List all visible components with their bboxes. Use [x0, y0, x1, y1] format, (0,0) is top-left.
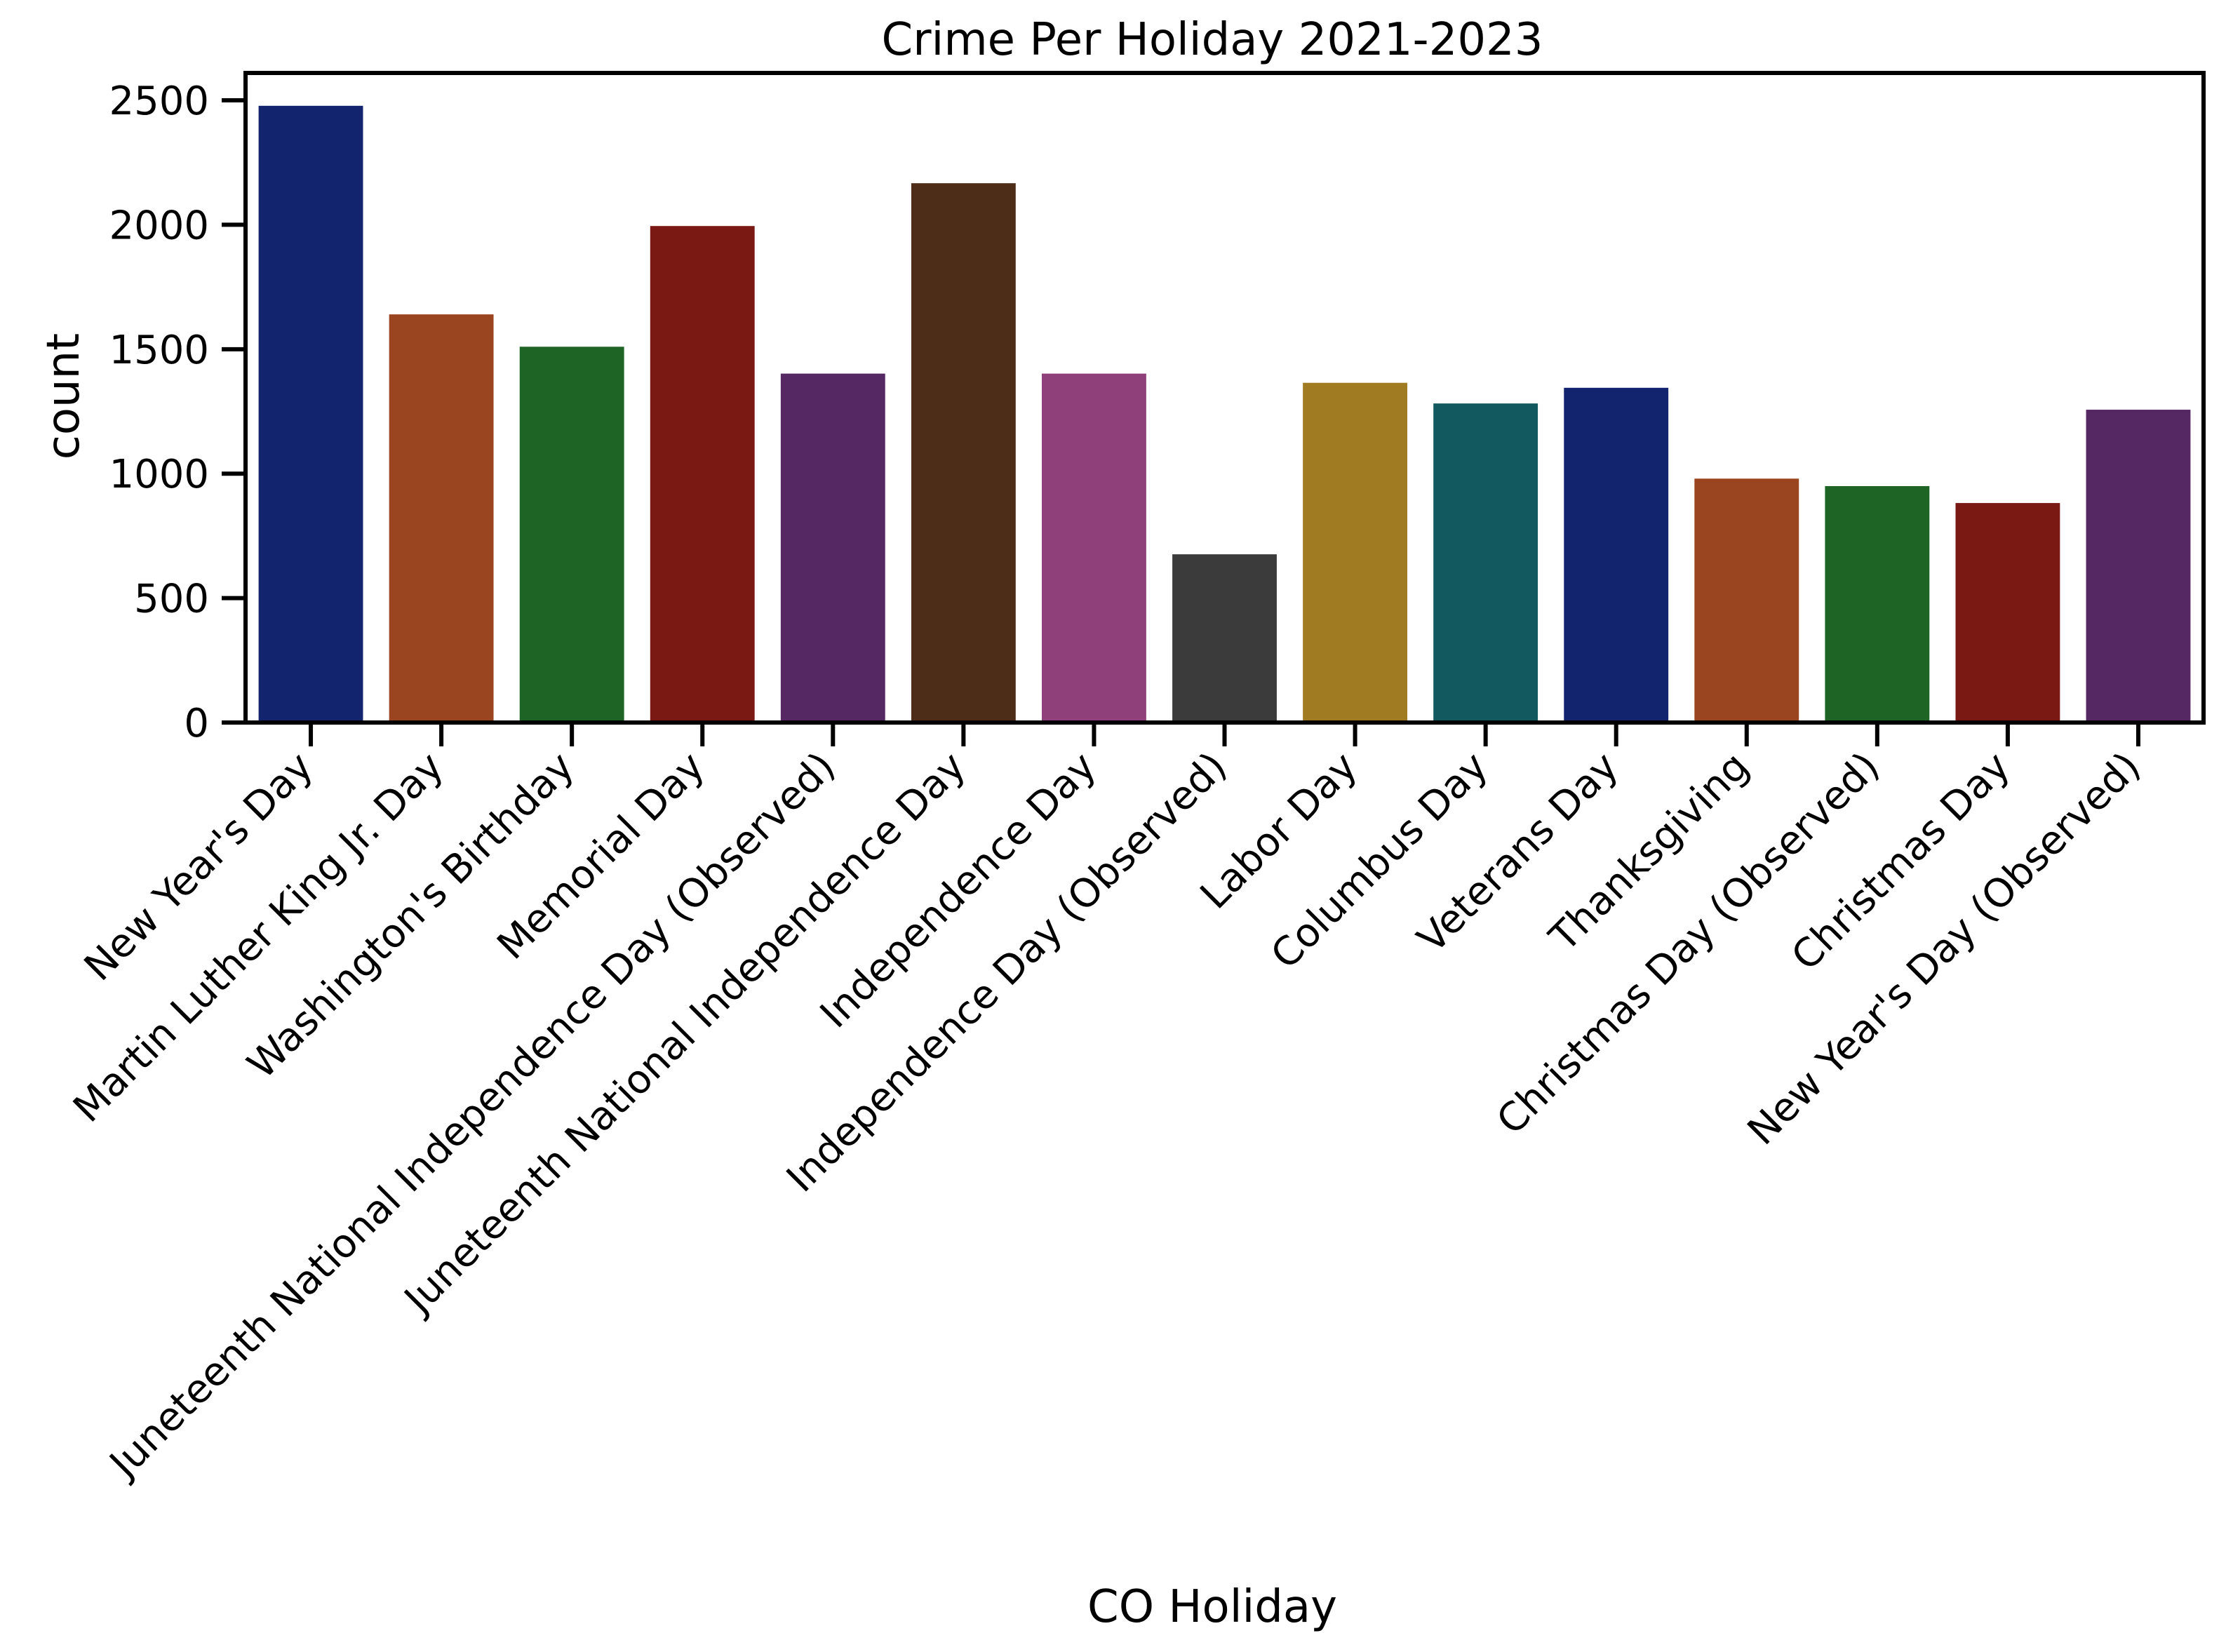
bar-13 [1955, 503, 2060, 723]
bar-7 [1172, 554, 1277, 723]
bar-10 [1564, 387, 1669, 723]
bars-group [258, 105, 2191, 723]
bar-3 [650, 226, 755, 723]
bar-0 [258, 105, 363, 723]
x-axis-label: CO Holiday [1087, 1581, 1337, 1633]
chart-title: Crime Per Holiday 2021-2023 [882, 14, 1543, 66]
bar-5 [911, 183, 1016, 723]
bar-8 [1303, 382, 1407, 723]
bar-14 [2086, 410, 2191, 723]
y-axis-ticks: 0 500 1000 1500 2000 2500 [109, 79, 246, 746]
y-tick-label: 0 [184, 701, 209, 746]
bar-9 [1433, 403, 1538, 723]
bar-11 [1694, 478, 1799, 723]
y-tick-label: 1500 [109, 328, 209, 373]
y-tick-label: 1000 [109, 452, 209, 497]
bar-1 [389, 314, 494, 723]
plot-frame [243, 71, 2206, 725]
y-tick-label: 2000 [109, 203, 209, 248]
bar-4 [780, 373, 885, 723]
bar-6 [1042, 373, 1146, 723]
y-axis-label: count [38, 333, 90, 460]
y-tick-label: 500 [134, 577, 209, 622]
bar-12 [1825, 485, 1930, 723]
y-tick-label: 2500 [109, 79, 209, 124]
bar-2 [519, 347, 624, 723]
